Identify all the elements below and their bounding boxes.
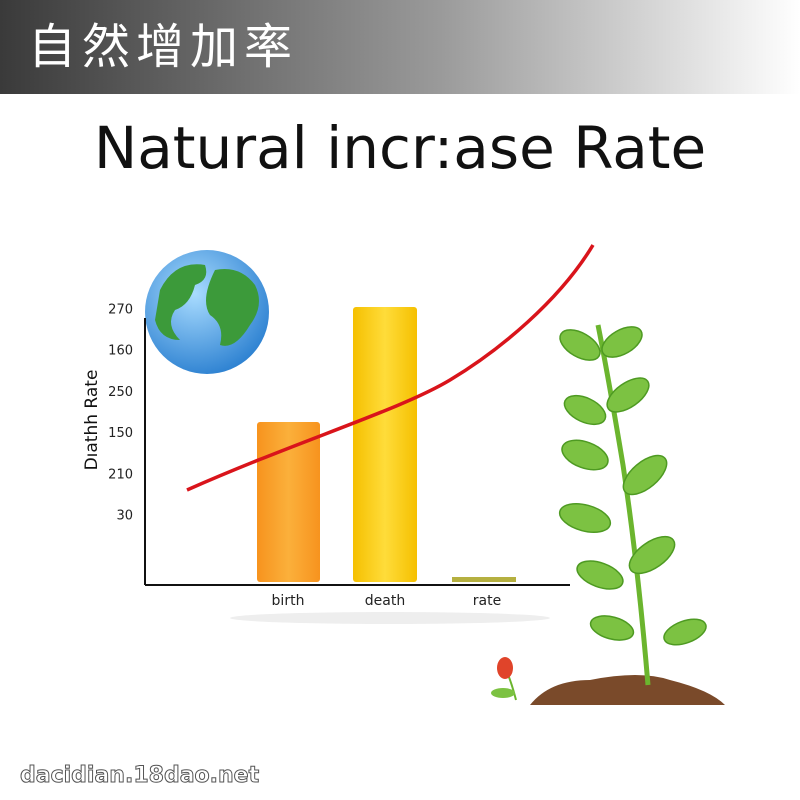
x-tick-label: death — [365, 593, 405, 609]
heading: Natural incr:ase Rate — [94, 114, 706, 182]
header-title: 自然增加率 — [28, 19, 298, 75]
plant — [491, 324, 725, 705]
x-tick-label: birth — [272, 593, 305, 609]
y-tick-label: 270 — [108, 303, 133, 318]
trend-curve — [186, 244, 595, 492]
bar — [257, 422, 320, 582]
globe — [145, 250, 269, 374]
y-tick-label: 150 — [108, 426, 133, 441]
y-tick-label: 250 — [108, 385, 133, 400]
bar — [353, 307, 417, 582]
x-tick-label: rate — [473, 593, 501, 609]
watermark: dacidian.18dao.net — [20, 763, 260, 788]
header-band — [0, 0, 800, 94]
y-tick-label: 160 — [108, 344, 133, 359]
y-tick-label: 210 — [108, 467, 133, 482]
shadow — [230, 612, 550, 624]
y-axis-label: Dıathh Rate — [82, 370, 102, 471]
bar — [452, 577, 516, 582]
y-tick-label: 30 — [116, 509, 133, 524]
